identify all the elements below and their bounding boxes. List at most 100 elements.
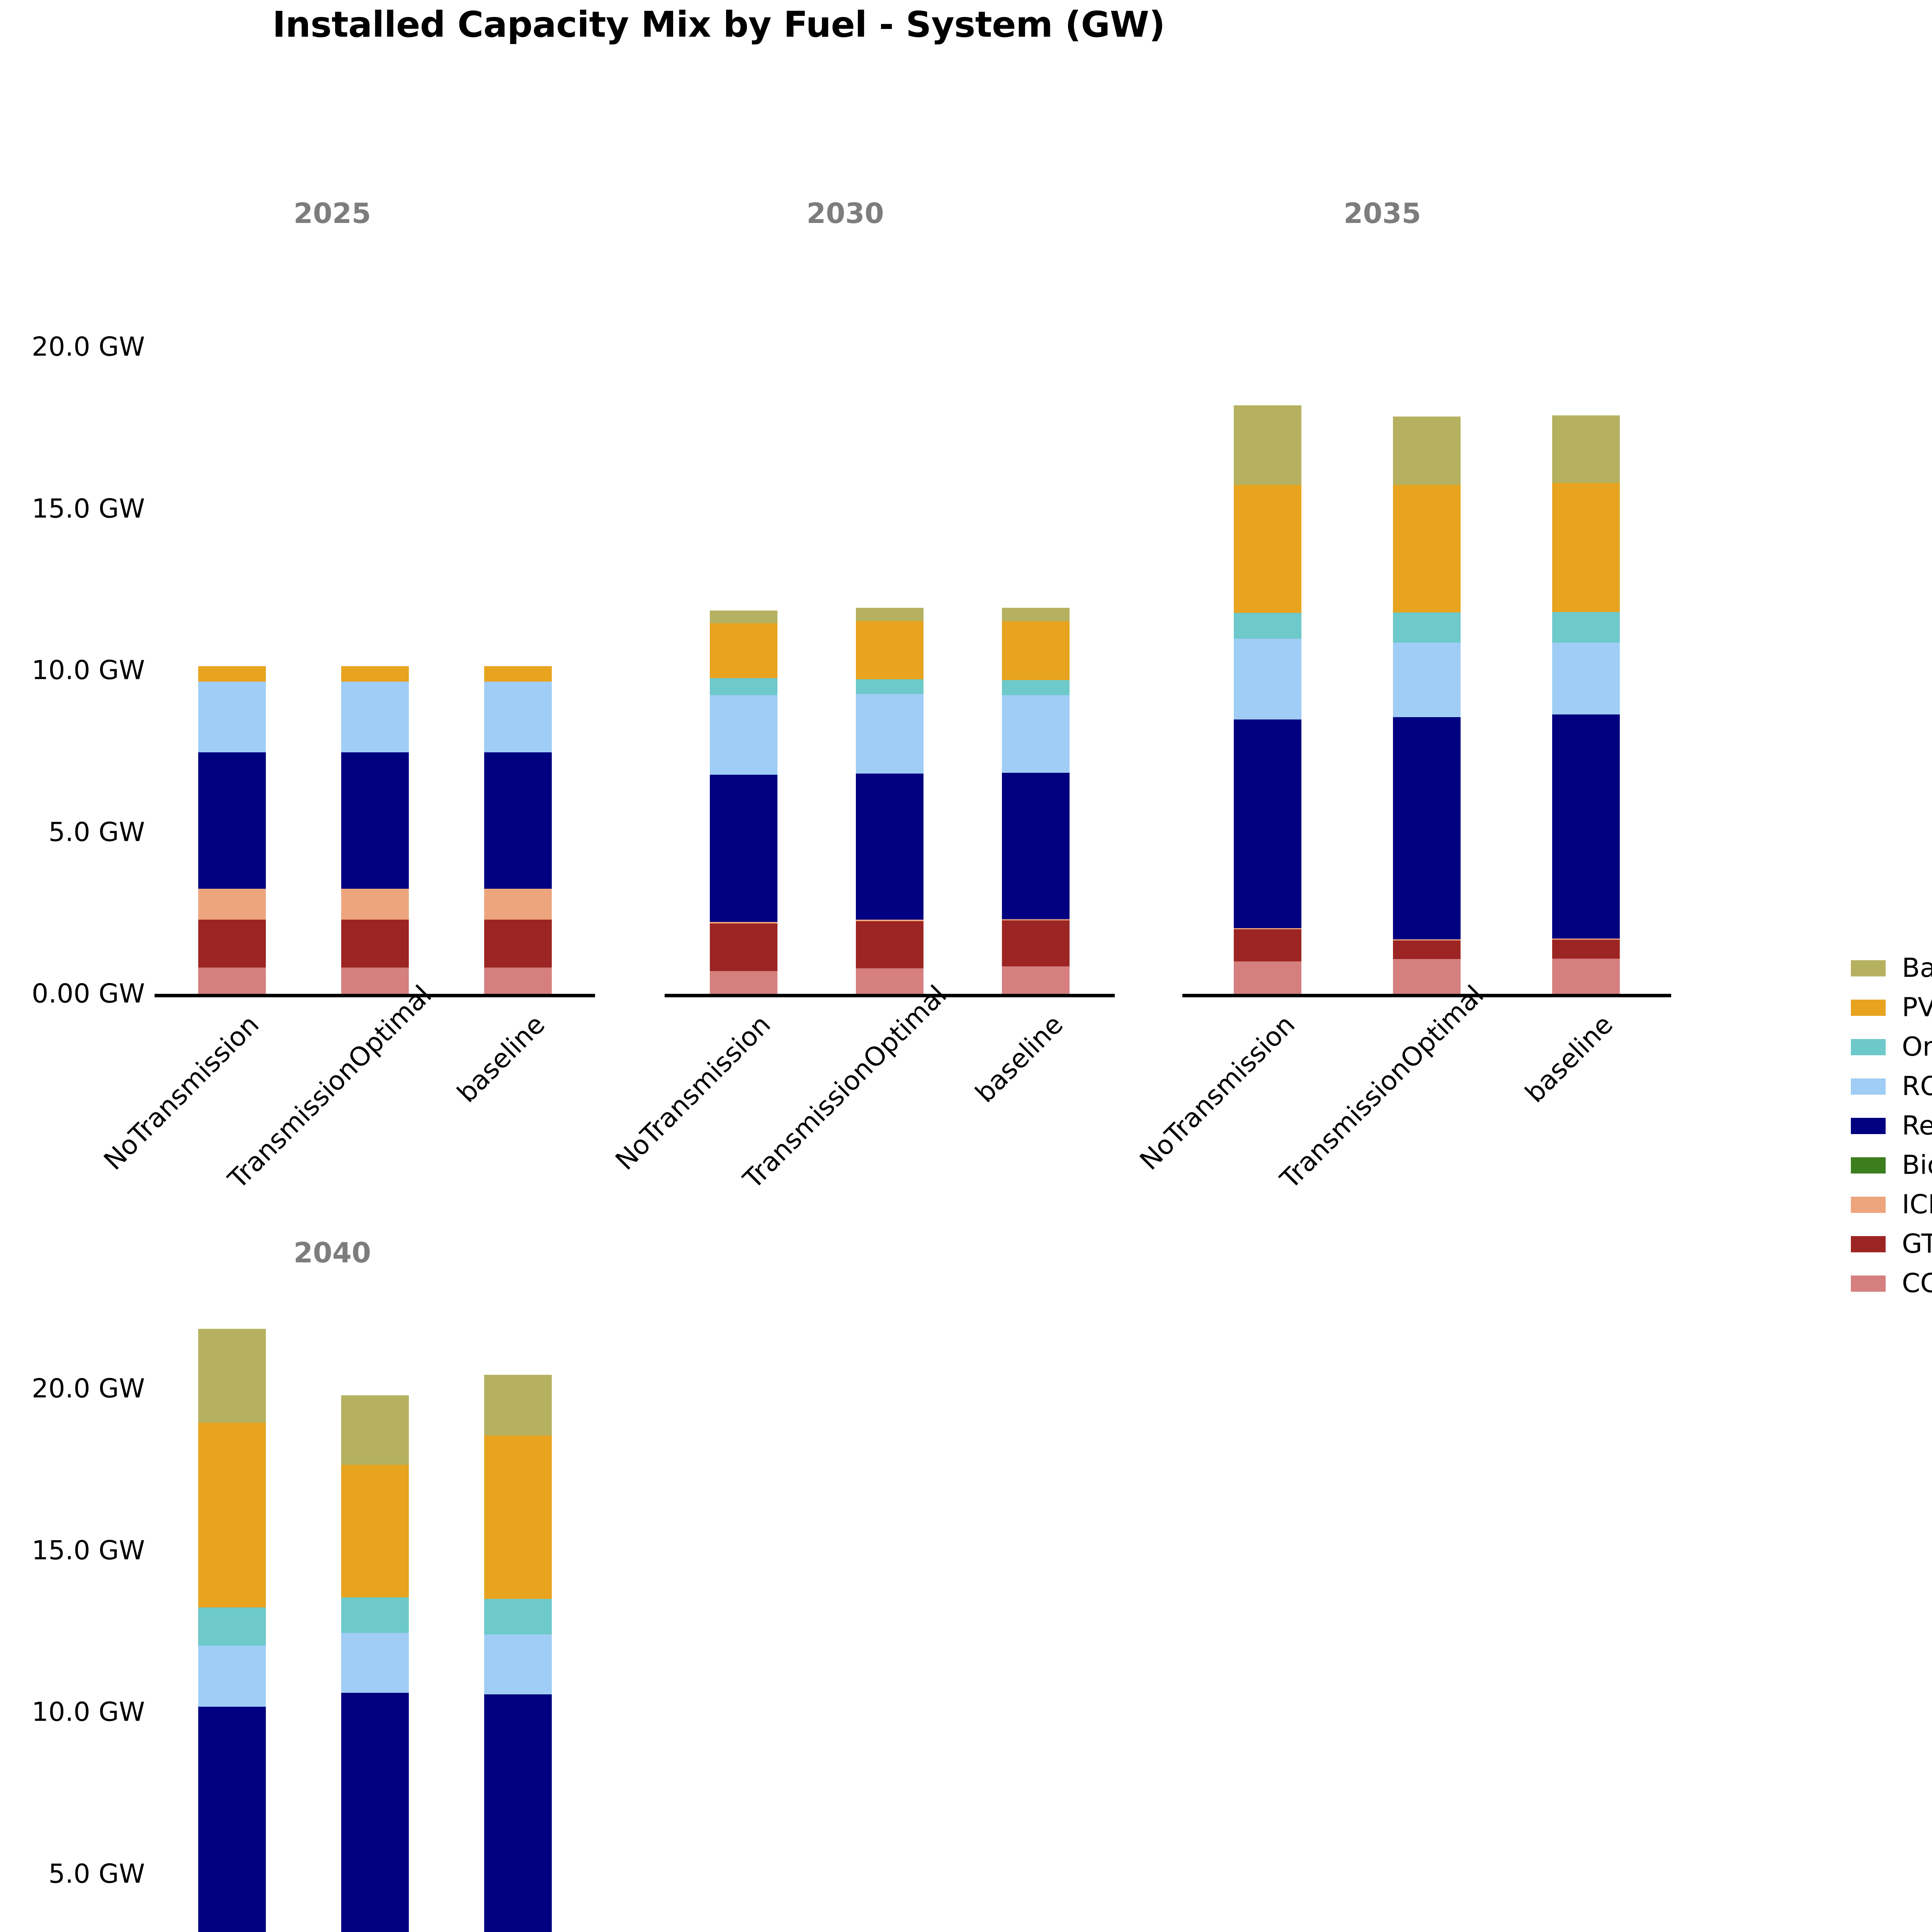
bar-segment-ror[interactable] — [341, 1633, 409, 1693]
bar-segment-ror[interactable] — [198, 1645, 266, 1707]
bar-segment-onshore-wind[interactable] — [341, 1597, 409, 1633]
bar-segment-pv[interactable] — [341, 1464, 409, 1597]
bar-segment-ror[interactable] — [484, 1634, 552, 1694]
bar-segment-ccgt-gas[interactable] — [484, 968, 552, 994]
bar-segment-ror[interactable] — [1002, 695, 1070, 773]
bar-segment-onshore-wind[interactable] — [709, 678, 777, 696]
bar-segment-ccgt-gas[interactable] — [198, 968, 266, 994]
bar-segment-ice-diesel[interactable] — [341, 888, 409, 920]
bar-segment-ror[interactable] — [484, 682, 552, 752]
bar-segment-pv[interactable] — [484, 666, 552, 682]
bar-segment-pv[interactable] — [1002, 621, 1070, 680]
bar-segment-ccgt-gas[interactable] — [709, 971, 777, 994]
bar-segment-ccgt-gas[interactable] — [1002, 966, 1070, 994]
bar-segment-pv[interactable] — [1234, 485, 1302, 613]
bar-segment-ror[interactable] — [1393, 643, 1461, 717]
legend-item[interactable]: Biomass — [1851, 1146, 1932, 1185]
legend-item[interactable]: ROR — [1851, 1067, 1932, 1106]
bar-segment-onshore-wind[interactable] — [1234, 613, 1302, 639]
bar-segment-ice-diesel[interactable] — [856, 920, 923, 921]
legend-item[interactable]: Battery — [1851, 949, 1932, 988]
bar-segment-pv[interactable] — [198, 1422, 266, 1607]
bar-segment-ice-diesel[interactable] — [1552, 938, 1620, 940]
bar-segment-gt-gas[interactable] — [1393, 940, 1461, 959]
bar-segment-ice-diesel[interactable] — [484, 888, 552, 920]
stacked-bar[interactable] — [341, 1395, 409, 1932]
stacked-bar[interactable] — [198, 1329, 266, 1932]
bar-segment-gt-gas[interactable] — [1552, 940, 1620, 959]
bar-segment-battery[interactable] — [198, 1329, 266, 1423]
bar-segment-pv[interactable] — [484, 1435, 552, 1599]
bar-segment-pv[interactable] — [1393, 485, 1461, 613]
bar-segment-battery[interactable] — [856, 608, 923, 621]
bar-segment-ice-diesel[interactable] — [709, 922, 777, 923]
bar-segment-onshore-wind[interactable] — [1393, 612, 1461, 643]
bar-segment-ccgt-gas[interactable] — [1393, 959, 1461, 994]
bar-segment-gt-gas[interactable] — [856, 921, 923, 968]
stacked-bar[interactable] — [1393, 416, 1461, 994]
bar-segment-reservoir[interactable] — [198, 1706, 266, 1932]
bar-segment-reservoir[interactable] — [484, 752, 552, 889]
bar-segment-gt-gas[interactable] — [198, 920, 266, 968]
bar-segment-onshore-wind[interactable] — [198, 1607, 266, 1646]
bar-segment-onshore-wind[interactable] — [856, 679, 923, 694]
bar-segment-battery[interactable] — [709, 611, 777, 623]
bar-segment-reservoir[interactable] — [856, 774, 923, 920]
bar-segment-gt-gas[interactable] — [341, 920, 409, 968]
bar-segment-reservoir[interactable] — [1393, 717, 1461, 939]
bar-segment-ror[interactable] — [709, 695, 777, 775]
bar-segment-gt-gas[interactable] — [484, 920, 552, 968]
bar-segment-ice-diesel[interactable] — [198, 888, 266, 920]
bar-segment-ror[interactable] — [1552, 643, 1620, 714]
bar-segment-reservoir[interactable] — [1002, 773, 1070, 919]
bar-segment-ice-diesel[interactable] — [1393, 939, 1461, 940]
bar-segment-onshore-wind[interactable] — [1002, 680, 1070, 696]
bar-segment-reservoir[interactable] — [1552, 714, 1620, 939]
bar-segment-gt-gas[interactable] — [709, 923, 777, 971]
bar-segment-pv[interactable] — [709, 623, 777, 679]
bar-segment-battery[interactable] — [1234, 405, 1302, 485]
legend-item[interactable]: CCGT-Gas — [1851, 1264, 1932, 1303]
bar-segment-ccgt-gas[interactable] — [1552, 958, 1620, 994]
stacked-bar[interactable] — [856, 608, 923, 994]
bar-segment-battery[interactable] — [1393, 416, 1461, 485]
bar-segment-ccgt-gas[interactable] — [856, 968, 923, 994]
stacked-bar[interactable] — [1002, 608, 1070, 994]
stacked-bar[interactable] — [198, 666, 266, 994]
bar-segment-reservoir[interactable] — [198, 752, 266, 889]
stacked-bar[interactable] — [1234, 405, 1302, 994]
bar-segment-ror[interactable] — [856, 694, 923, 774]
bar-segment-reservoir[interactable] — [1234, 719, 1302, 929]
stacked-bar[interactable] — [484, 666, 552, 994]
bar-segment-ror[interactable] — [341, 682, 409, 752]
bar-segment-gt-gas[interactable] — [1234, 929, 1302, 962]
bar-segment-ice-diesel[interactable] — [1234, 928, 1302, 930]
bar-segment-reservoir[interactable] — [341, 752, 409, 889]
bar-segment-pv[interactable] — [341, 666, 409, 682]
legend-item[interactable]: Reservoir — [1851, 1106, 1932, 1146]
bar-segment-ror[interactable] — [1234, 638, 1302, 720]
bar-segment-pv[interactable] — [1552, 483, 1620, 612]
bar-segment-reservoir[interactable] — [484, 1694, 552, 1932]
stacked-bar[interactable] — [484, 1363, 552, 1932]
bar-segment-gt-gas[interactable] — [1002, 920, 1070, 966]
bar-segment-battery[interactable] — [1002, 608, 1070, 621]
bar-segment-ccgt-gas[interactable] — [1234, 961, 1302, 994]
bar-segment-battery[interactable] — [484, 1375, 552, 1436]
stacked-bar[interactable] — [1552, 415, 1620, 994]
bar-segment-ror[interactable] — [198, 682, 266, 752]
bar-segment-pv[interactable] — [198, 666, 266, 682]
bar-segment-ccgt-gas[interactable] — [341, 968, 409, 994]
bar-segment-onshore-wind[interactable] — [484, 1599, 552, 1635]
bar-segment-reservoir[interactable] — [341, 1692, 409, 1932]
bar-segment-ice-diesel[interactable] — [1002, 919, 1070, 920]
legend-item[interactable]: PV — [1851, 988, 1932, 1027]
legend-item[interactable]: GT-Gas — [1851, 1225, 1932, 1264]
bar-segment-battery[interactable] — [1552, 415, 1620, 483]
legend-item[interactable]: Onshore Wind — [1851, 1027, 1932, 1067]
stacked-bar[interactable] — [341, 666, 409, 994]
legend-item[interactable]: ICE-Diesel — [1851, 1185, 1932, 1225]
stacked-bar[interactable] — [709, 611, 777, 994]
bar-segment-battery[interactable] — [341, 1395, 409, 1465]
bar-segment-reservoir[interactable] — [709, 775, 777, 922]
